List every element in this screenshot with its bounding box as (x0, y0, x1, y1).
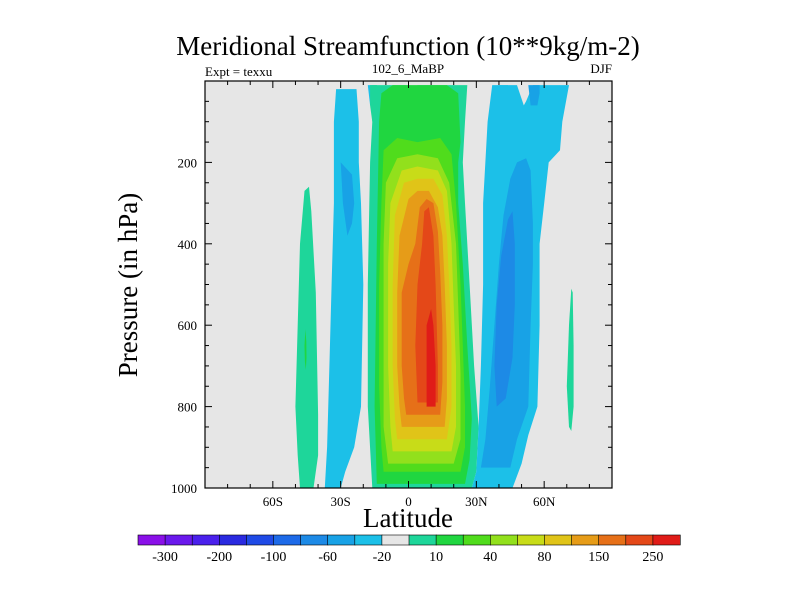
colorbar-swatch (652, 534, 681, 546)
contour-nh-top-light (498, 85, 508, 98)
colorbar: -300 -200 -100 -60 -20 10 40 80 150 250 (137, 534, 681, 565)
chart-title: Meridional Streamfunction (10**9kg/m-2) (176, 31, 639, 61)
colorbar-swatch (489, 534, 518, 546)
contour-sh-polar-green (370, 85, 380, 122)
y-tick-label: 800 (178, 400, 198, 415)
colorbar-label: -60 (318, 550, 337, 565)
colorbar-label: -200 (206, 550, 232, 565)
axis-ticks: 60S 30S 0 30N 60N 200 400 600 800 1000 (171, 81, 612, 509)
y-tick-label: 200 (178, 155, 198, 170)
run-label: 102_6_MaBP (372, 61, 444, 76)
y-tick-label: 1000 (171, 481, 197, 496)
colorbar-swatch (273, 534, 302, 546)
colorbar-swatch (517, 534, 546, 546)
x-axis-title: Latitude (363, 503, 453, 533)
colorbar-swatch (544, 534, 573, 546)
colorbar-swatch (625, 534, 654, 546)
contour-sh-ferrel-core (340, 162, 355, 236)
colorbar-label: -300 (152, 550, 178, 565)
x-tick-label: 30S (331, 494, 351, 509)
y-tick-label: 600 (178, 318, 198, 333)
x-tick-label: 60N (533, 494, 556, 509)
colorbar-swatch (462, 534, 491, 546)
colorbar-swatch (408, 534, 437, 546)
colorbar-swatch (300, 534, 329, 546)
colorbar-swatch (598, 534, 627, 546)
contour-nh-ferrel-core (494, 211, 515, 407)
contour-fills (295, 85, 574, 488)
colorbar-label: -20 (373, 550, 392, 565)
x-tick-label: 60S (263, 494, 283, 509)
y-axis-title: Pressure (in hPa) (113, 193, 143, 377)
colorbar-swatch (354, 534, 383, 546)
colorbar-swatch (137, 534, 166, 546)
contour-nh-polar-cell (566, 288, 574, 431)
colorbar-swatch (571, 534, 600, 546)
colorbar-label: 80 (538, 550, 552, 565)
contour-sh-ferrel-cell (324, 89, 364, 488)
colorbar-swatch (191, 534, 220, 546)
colorbar-swatch (381, 534, 410, 546)
season-label: DJF (590, 61, 612, 76)
colorbar-swatch (435, 534, 464, 546)
contour-hadley-max (426, 308, 436, 407)
experiment-label: Expt = texxu (205, 64, 273, 79)
colorbar-swatch (327, 534, 356, 546)
colorbar-swatch (246, 534, 275, 546)
y-tick-label: 400 (178, 237, 198, 252)
colorbar-swatch (219, 534, 248, 546)
contour-nh-ferrel-top (528, 85, 540, 106)
x-tick-label: 0 (405, 494, 412, 509)
colorbar-label: 10 (429, 550, 443, 565)
colorbar-label: 150 (588, 550, 609, 565)
colorbar-label: 250 (642, 550, 663, 565)
contour-sh-mid-cell (295, 186, 319, 488)
x-tick-label: 30N (465, 494, 488, 509)
colorbar-label: -100 (261, 550, 287, 565)
contour-sh-mid-cell-core (304, 329, 307, 370)
colorbar-swatch (164, 534, 193, 546)
colorbar-label: 40 (483, 550, 497, 565)
